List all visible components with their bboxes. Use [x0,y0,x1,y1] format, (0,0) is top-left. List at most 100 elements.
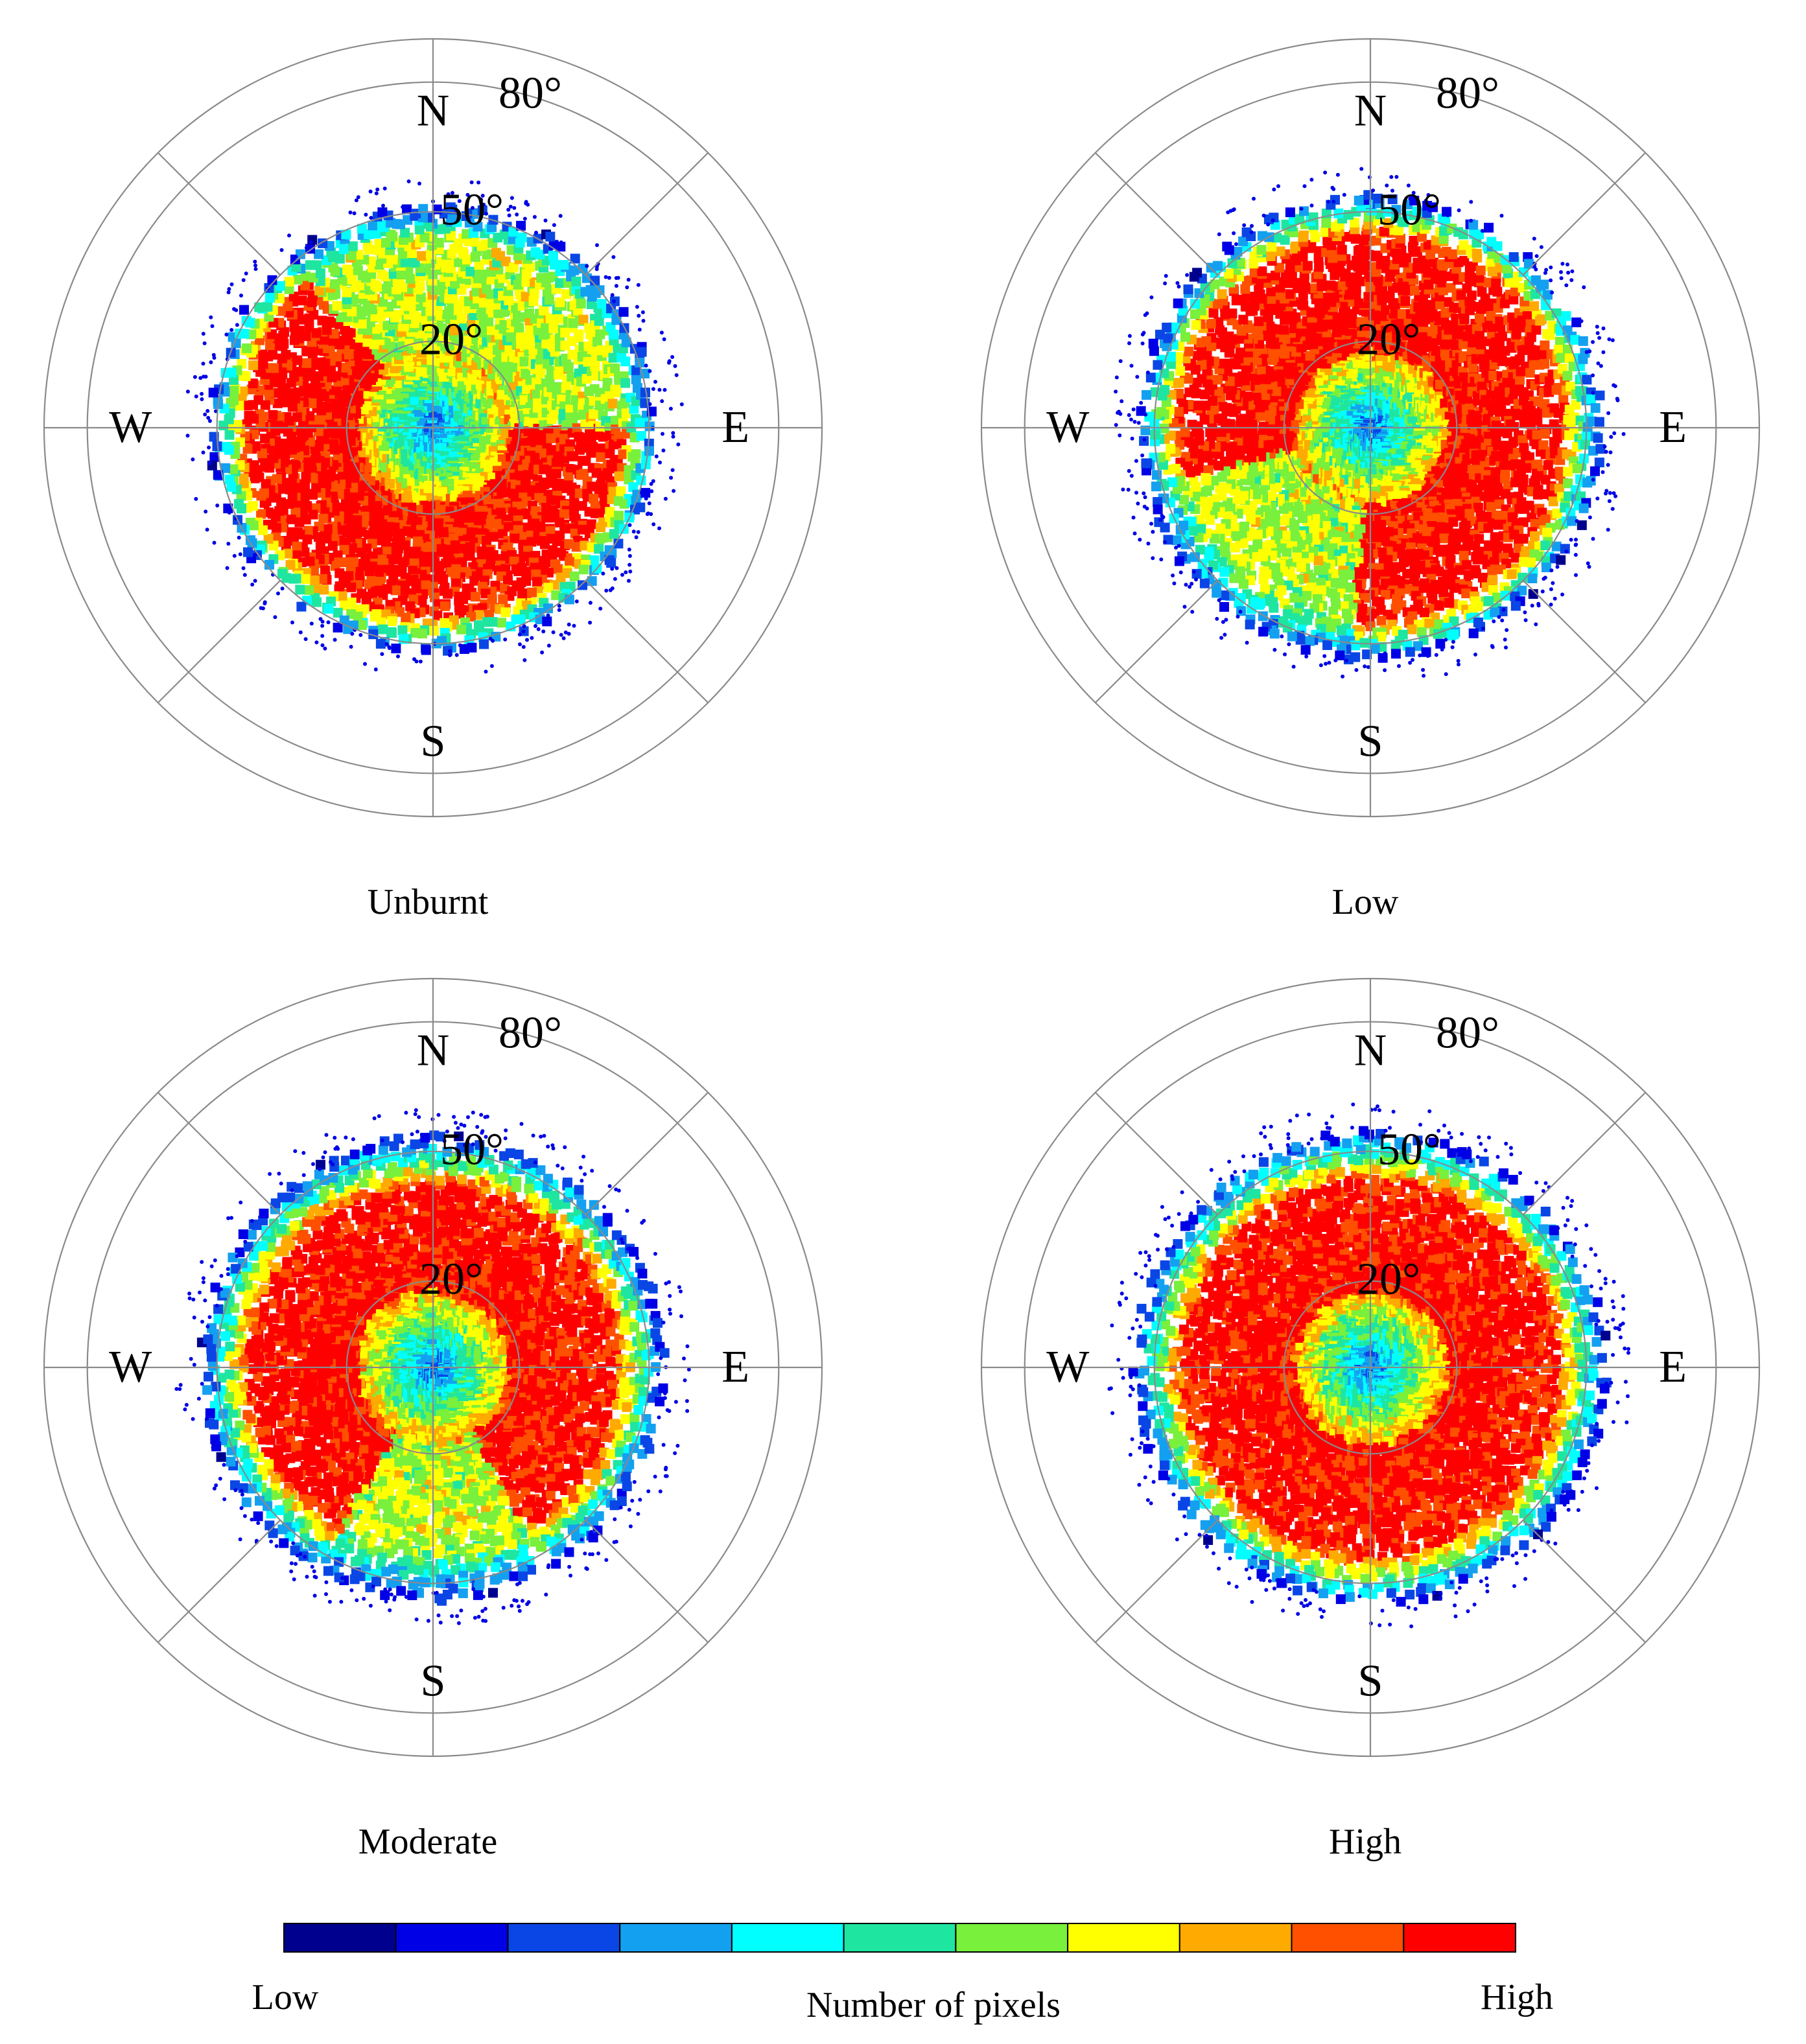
density-outlier [244,272,248,275]
density-cell [456,625,466,634]
density-cell [333,623,343,633]
density-outlier [287,233,291,237]
density-outlier [648,369,651,373]
density-cell [333,301,342,310]
density-cloud [1114,167,1626,679]
density-outlier [615,566,619,570]
density-cell [346,583,356,592]
density-cell [239,305,249,315]
density-outlier [388,646,392,650]
density-outlier [419,660,423,664]
density-outlier [321,644,325,647]
density-outlier [309,240,313,244]
density-outlier [642,319,646,323]
density-cell [401,613,410,623]
density-cell [357,319,367,329]
density-cell [479,640,489,649]
density-outlier [417,181,421,185]
density-cell [555,278,565,288]
direction-label-w: W [109,402,152,452]
density-cell [387,628,397,638]
density-cell [392,310,402,319]
ring-label-50: 50° [440,185,504,235]
density-cell [357,620,367,630]
density-outlier [290,621,294,625]
density-outlier [470,180,474,184]
density-outlier [657,388,661,392]
density-cell [591,361,600,371]
density-cell [290,320,299,330]
density-cell [484,317,493,327]
density-outlier [675,373,679,377]
density-cell [268,410,277,420]
density-outlier [237,536,241,540]
density-outlier [663,388,667,392]
density-outlier [585,264,589,268]
density-cell [234,499,244,509]
density-outlier [672,435,675,439]
density-cell [609,330,618,340]
density-outlier [655,454,659,458]
density-outlier [327,620,331,624]
density-outlier [624,570,627,574]
density-outlier [610,567,614,571]
density-outlier [455,653,459,657]
density-cell [500,607,510,617]
density-outlier [208,419,212,423]
density-outlier [253,264,257,268]
density-cell [326,470,336,480]
density-cell [539,305,549,315]
density-cell [415,225,425,235]
density-cell [587,448,597,458]
density-outlier [369,216,373,220]
density-cell [465,267,475,277]
density-outlier [215,504,219,507]
density-outlier [381,203,385,207]
density-cell [443,589,452,599]
density-outlier [294,255,298,259]
density-outlier [509,205,513,209]
density-cell [440,601,450,611]
density-cell [257,491,266,501]
density-outlier [358,633,362,637]
density-outlier [280,248,284,252]
density-outlier [230,283,234,286]
density-cell [570,572,580,581]
density-cell [438,574,448,584]
density-outlier [510,196,514,200]
density-cell [370,612,380,621]
density-cell [417,596,427,605]
density-outlier [515,213,519,216]
density-outlier [401,205,405,209]
density-outlier [544,218,548,222]
density-outlier [676,443,680,447]
density-outlier [644,496,648,500]
density-cell [498,594,508,604]
density-outlier [200,392,204,396]
density-outlier [204,375,208,378]
density-outlier [658,461,662,465]
density-outlier [632,529,636,533]
density-cell [504,296,513,305]
density-cell [571,277,581,286]
density-cell [471,592,480,601]
panel-title: Unburnt [368,882,489,922]
density-cell [388,255,398,264]
density-outlier [567,623,571,627]
density-cell [218,421,228,430]
density-cell [243,548,253,557]
density-cell [298,296,307,305]
density-outlier [227,287,231,291]
density-cell [565,557,574,567]
density-cell [533,403,543,413]
density-cell [391,644,401,653]
density-outlier [226,566,229,570]
density-outlier [628,523,632,527]
density-cell [334,568,344,578]
density-cell [301,472,311,482]
density-cell [451,570,460,579]
density-cell [263,302,272,312]
density-cell [552,469,561,479]
density-outlier [281,586,285,590]
